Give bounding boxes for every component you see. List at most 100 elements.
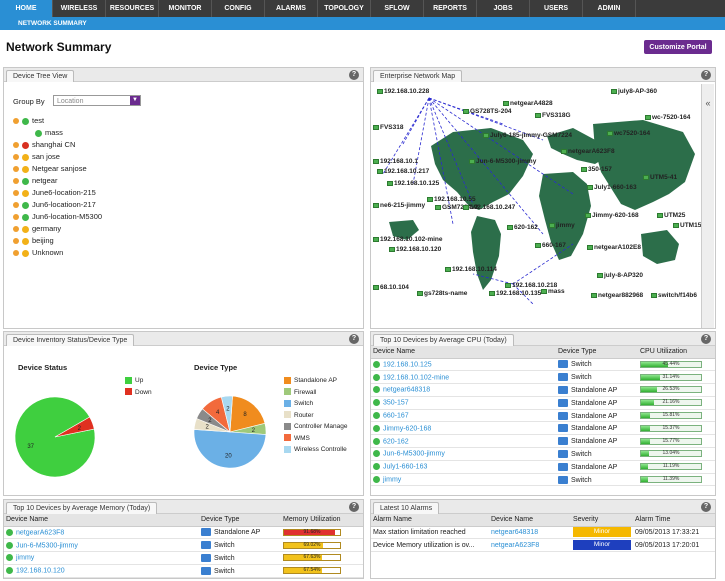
nav-tab-jobs[interactable]: JOBS (477, 0, 530, 17)
table-row[interactable]: Max station limitation reached netgear648… (371, 526, 715, 540)
map-device[interactable]: 192.168.10.217 (377, 168, 429, 175)
tree-node[interactable]: germany (13, 223, 102, 235)
help-icon[interactable]: ? (701, 502, 711, 512)
device-link[interactable]: July1-660-163 (383, 463, 428, 471)
expand-toggle-icon[interactable] (13, 154, 19, 161)
table-row[interactable]: 620-162 Standalone AP 15.77% (371, 434, 715, 449)
col-cpu-utilization[interactable]: CPU Utilization (638, 346, 715, 359)
col-device-name[interactable]: Device Name (371, 346, 556, 359)
device-link[interactable]: jimmy (16, 554, 35, 562)
help-icon[interactable]: ? (349, 70, 359, 80)
tree-node[interactable]: Unknown (13, 247, 102, 259)
map-device[interactable]: FVS318 (373, 124, 404, 131)
map-device[interactable]: Jimmy-620-168 (585, 212, 639, 219)
pie-slice-wireless-controlle[interactable] (220, 395, 233, 433)
expand-toggle-icon[interactable] (13, 238, 19, 245)
map-device[interactable]: netgearA4828 (503, 100, 553, 107)
expand-toggle-icon[interactable] (13, 142, 19, 149)
table-row[interactable]: 192.168.10.102-mine Switch 31.14% (371, 370, 715, 385)
device-link[interactable]: netgear648318 (383, 386, 431, 394)
device-link[interactable]: jimmy (383, 476, 402, 484)
tree-node[interactable]: June6-location-215 (13, 187, 102, 199)
map-device[interactable]: GSM7224v2 (435, 204, 479, 211)
tree-node[interactable]: test (13, 115, 102, 127)
group-by-select[interactable]: Location ▼ (53, 95, 141, 106)
table-row[interactable]: jimmy Switch 11.39% (371, 473, 715, 487)
pie-slice-down[interactable] (54, 416, 95, 438)
map-device[interactable]: netgear882968 (591, 292, 643, 299)
device-link[interactable]: Jimmy-620-168 (383, 425, 432, 433)
expand-toggle-icon[interactable] (13, 214, 19, 221)
map-device[interactable]: GS728TS-204 (463, 108, 512, 115)
help-icon[interactable]: ? (701, 70, 711, 80)
map-device[interactable]: switch/f14b6 (651, 292, 697, 299)
pie-slice-standalone-ap[interactable] (229, 395, 266, 433)
help-icon[interactable]: ? (349, 334, 359, 344)
map-device[interactable]: 192.168.10.114 (445, 266, 497, 273)
map-device[interactable]: gs728ts-name (417, 290, 467, 297)
map-device[interactable]: Jun-6-M5300-jimmy (469, 158, 536, 165)
map-device[interactable]: July1-660-163 (587, 184, 637, 191)
subnav-network-summary[interactable]: NETWORK SUMMARY (0, 17, 725, 30)
map-device[interactable]: UTM150 (673, 222, 701, 229)
tree-node[interactable]: beijing (13, 235, 102, 247)
tree-node[interactable]: Jun6-location-M5300 (13, 211, 102, 223)
device-link[interactable]: 192.168.10.120 (16, 567, 65, 575)
collapse-map-icon[interactable]: « (701, 84, 714, 328)
col-device-name[interactable]: Device Name (489, 514, 571, 527)
table-row[interactable]: 192.168.10.125 Switch 45.44% (371, 358, 715, 372)
map-device[interactable]: 68.10.104 (373, 284, 409, 291)
table-row[interactable]: netgearA623F8 Standalone AP 91.68% (4, 526, 363, 540)
pie-slice-switch[interactable] (193, 429, 267, 469)
map-device[interactable]: July6-185-jimmy-GSM7224 (483, 132, 572, 139)
device-link[interactable]: Jun-6-M5300-jimmy (383, 450, 445, 458)
table-row[interactable]: Jun-6-M5300-jimmy Switch 13.04% (371, 447, 715, 461)
nav-tab-config[interactable]: CONFIG (212, 0, 265, 17)
map-device[interactable]: 620-162 (507, 224, 538, 231)
tree-node[interactable]: mass (13, 127, 102, 139)
col-severity[interactable]: Severity (571, 514, 633, 527)
tree-node[interactable]: Netgear sanjose (13, 163, 102, 175)
map-device[interactable]: july-8-AP320 (597, 272, 643, 279)
nav-tab-topology[interactable]: TOPOLOGY (318, 0, 371, 17)
map-device[interactable]: july8-AP-360 (611, 88, 657, 95)
map-device[interactable]: 350-157 (581, 166, 612, 173)
map-device[interactable]: 192.168.10.102-mine (373, 236, 443, 243)
col-device-type[interactable]: Device Type (199, 514, 281, 527)
table-row[interactable]: jimmy Switch 67.63% (4, 551, 363, 565)
table-row[interactable]: Device Memory utilization is ov... netgea… (371, 538, 715, 553)
map-device[interactable]: 192.168.10.135 (489, 290, 541, 297)
table-row[interactable]: 660-167 Standalone AP 15.81% (371, 409, 715, 423)
expand-toggle-icon[interactable] (13, 190, 19, 197)
expand-toggle-icon[interactable] (13, 202, 19, 209)
nav-tab-alarms[interactable]: ALARMS (265, 0, 318, 17)
nav-tab-reports[interactable]: REPORTS (424, 0, 477, 17)
map-device[interactable]: 192.168.10.125 (387, 180, 439, 187)
nav-tab-home[interactable]: HOME (0, 0, 53, 17)
expand-toggle-icon[interactable] (13, 166, 19, 173)
device-link[interactable]: 620-162 (383, 437, 409, 445)
device-status-pie[interactable]: 37 2 (10, 392, 100, 482)
device-link[interactable]: netgear648318 (491, 528, 539, 536)
device-link[interactable]: netgearA623F8 (491, 541, 540, 549)
nav-tab-resources[interactable]: RESOURCES (106, 0, 159, 17)
table-row[interactable]: 192.168.10.120 Switch 67.54% (4, 564, 363, 578)
nav-tab-users[interactable]: USERS (530, 0, 583, 17)
map-device[interactable]: UTM25 (657, 212, 685, 219)
device-link[interactable]: netgearA623F8 (16, 529, 65, 537)
col-device-type[interactable]: Device Type (556, 346, 638, 359)
table-row[interactable]: Jun-6-M5300-jimmy Switch 69.02% (4, 538, 363, 553)
nav-tab-monitor[interactable]: MONITOR (159, 0, 212, 17)
map-device[interactable]: 192.168.10.228 (377, 88, 429, 95)
device-link[interactable]: 660-167 (383, 412, 409, 420)
col-memory-utilization[interactable]: Memory Utilization (281, 514, 363, 527)
help-icon[interactable]: ? (349, 502, 359, 512)
col-alarm-time[interactable]: Alarm Time (633, 514, 715, 527)
device-link[interactable]: Jun-6-M5300-jimmy (16, 541, 78, 549)
expand-toggle-icon[interactable] (13, 226, 19, 233)
table-row[interactable]: Jimmy-620-168 Standalone AP 15.37% (371, 421, 715, 436)
help-icon[interactable]: ? (701, 334, 711, 344)
nav-tab-wireless[interactable]: WIRELESS (53, 0, 106, 17)
map-device[interactable]: jimmy (549, 222, 575, 229)
tree-node[interactable]: netgear (13, 175, 102, 187)
